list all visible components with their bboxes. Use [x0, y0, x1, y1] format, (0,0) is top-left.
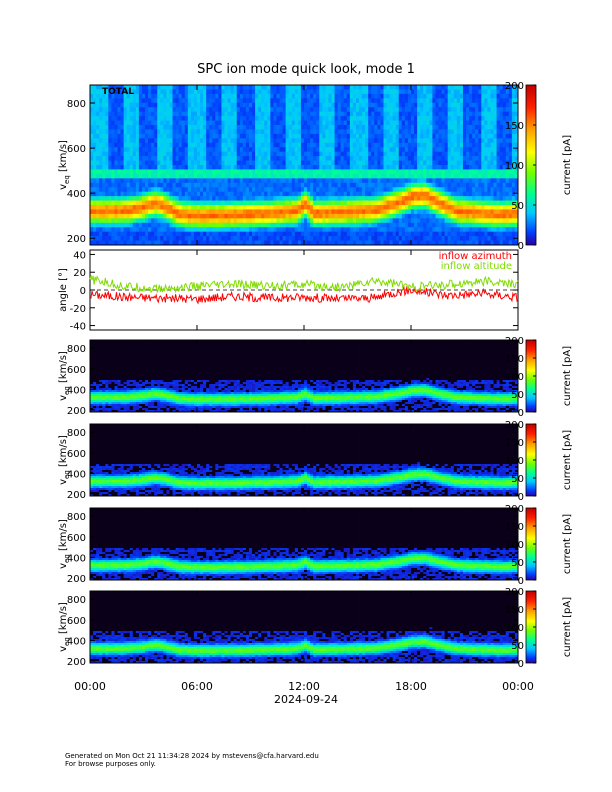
- y-axis-label-4: veq [km/s]: [58, 519, 71, 569]
- colorbar-tick-label-3-0: 0: [518, 492, 524, 503]
- y-tick-label-5-2: 600: [67, 616, 86, 627]
- colorbar-label-2: current [pA]: [562, 346, 573, 406]
- x-tick-label-4: 00:00: [502, 680, 534, 693]
- y-tick-label-2-1: 400: [67, 385, 86, 396]
- colorbar-label-5: current [pA]: [562, 597, 573, 657]
- colorbar-tick-label-5-4: 200: [505, 587, 524, 598]
- footer-generated: Generated on Mon Oct 21 11:34:28 2024 by…: [65, 752, 319, 760]
- colorbar-tick-label-3-3: 150: [505, 438, 524, 449]
- colorbar-tick-label-0-3: 150: [505, 121, 524, 132]
- colorbar-tick-label-2-2: 100: [505, 372, 524, 383]
- heatmap-3: [90, 424, 519, 497]
- x-tick-label-3: 18:00: [395, 680, 427, 693]
- colorbar-tick-label-5-2: 100: [505, 623, 524, 634]
- colorbar-tick-label-2-1: 50: [511, 390, 524, 401]
- y-tick-label-5-3: 800: [67, 595, 86, 606]
- colorbar-tick-label-0-4: 200: [505, 81, 524, 92]
- colorbar-tick-label-2-3: 150: [505, 354, 524, 365]
- colorbar-tick-label-4-1: 50: [511, 558, 524, 569]
- legend-inflow-azimuth: inflow azimuth: [439, 251, 512, 262]
- legend-inflow-altitude: inflow altitude: [441, 261, 512, 272]
- chart-title: SPC ion mode quick look, mode 1: [197, 62, 415, 77]
- heatmap-5: [90, 591, 519, 664]
- y-tick-label-4-3: 800: [67, 512, 86, 523]
- colorbar-label-3: current [pA]: [562, 430, 573, 490]
- y-tick-label-2-2: 600: [67, 365, 86, 376]
- y-axis-label-1: angle [°]: [58, 268, 69, 312]
- colorbar-label-4: current [pA]: [562, 514, 573, 574]
- colorbar-tick-label-3-2: 100: [505, 456, 524, 467]
- colorbar-label-0: current [pA]: [562, 135, 573, 195]
- y-tick-label-5-0: 200: [67, 657, 86, 668]
- y-tick-label-4-2: 600: [67, 533, 86, 544]
- y-tick-label-2-0: 200: [67, 406, 86, 417]
- colorbar-tick-label-4-2: 100: [505, 540, 524, 551]
- series-line-inflow-azimuth: [89, 285, 519, 305]
- x-tick-label-1: 06:00: [181, 680, 213, 693]
- colorbar-tick-label-4-0: 0: [518, 576, 524, 587]
- y-tick-label-1-0: -40: [70, 322, 86, 333]
- heatmap-2: [90, 340, 519, 413]
- colorbar-tick-label-5-0: 0: [518, 659, 524, 670]
- y-tick-label-1-2: 0: [80, 286, 86, 297]
- y-tick-label-1-3: 20: [73, 268, 86, 279]
- y-tick-label-1-4: 40: [73, 250, 86, 261]
- y-tick-label-0-0: 200: [67, 234, 86, 245]
- y-tick-label-4-0: 200: [67, 574, 86, 585]
- y-tick-label-2-3: 800: [67, 344, 86, 355]
- colorbar-tick-label-0-1: 50: [511, 201, 524, 212]
- heatmap-4: [90, 508, 519, 581]
- y-tick-label-3-1: 400: [67, 469, 86, 480]
- x-tick-label-0: 00:00: [74, 680, 106, 693]
- colorbar-tick-label-5-1: 50: [511, 641, 524, 652]
- colorbar-tick-label-2-0: 0: [518, 408, 524, 419]
- series-line-inflow-altitude: [89, 275, 519, 294]
- y-tick-label-5-1: 400: [67, 636, 86, 647]
- x-axis-date: 2024-09-24: [274, 693, 338, 706]
- panel-label-total: TOTAL: [102, 87, 134, 97]
- y-axis-label-0: veq [km/s]: [58, 140, 71, 190]
- y-tick-label-3-0: 200: [67, 490, 86, 501]
- y-tick-label-0-1: 400: [67, 189, 86, 200]
- colorbar-tick-label-3-1: 50: [511, 474, 524, 485]
- y-tick-label-3-2: 600: [67, 449, 86, 460]
- y-axis-label-5: veq [km/s]: [58, 602, 71, 652]
- y-tick-label-4-1: 400: [67, 553, 86, 564]
- y-tick-label-0-2: 600: [67, 144, 86, 155]
- y-tick-label-0-3: 800: [67, 99, 86, 110]
- y-axis-label-2: veq [km/s]: [58, 351, 71, 401]
- colorbar-tick-label-2-4: 200: [505, 336, 524, 347]
- colorbar-tick-label-0-2: 100: [505, 161, 524, 172]
- x-tick-label-2: 12:00: [288, 680, 320, 693]
- footer-note: For browse purposes only.: [65, 760, 156, 768]
- colorbar-tick-label-5-3: 150: [505, 605, 524, 616]
- y-tick-label-1-1: -20: [70, 304, 86, 315]
- y-axis-label-3: veq [km/s]: [58, 435, 71, 485]
- y-tick-label-3-3: 800: [67, 428, 86, 439]
- colorbar-tick-label-3-4: 200: [505, 420, 524, 431]
- heatmap-0: [90, 85, 519, 246]
- colorbar-tick-label-4-3: 150: [505, 522, 524, 533]
- colorbar-tick-label-4-4: 200: [505, 504, 524, 515]
- colorbar-tick-label-0-0: 0: [518, 241, 524, 252]
